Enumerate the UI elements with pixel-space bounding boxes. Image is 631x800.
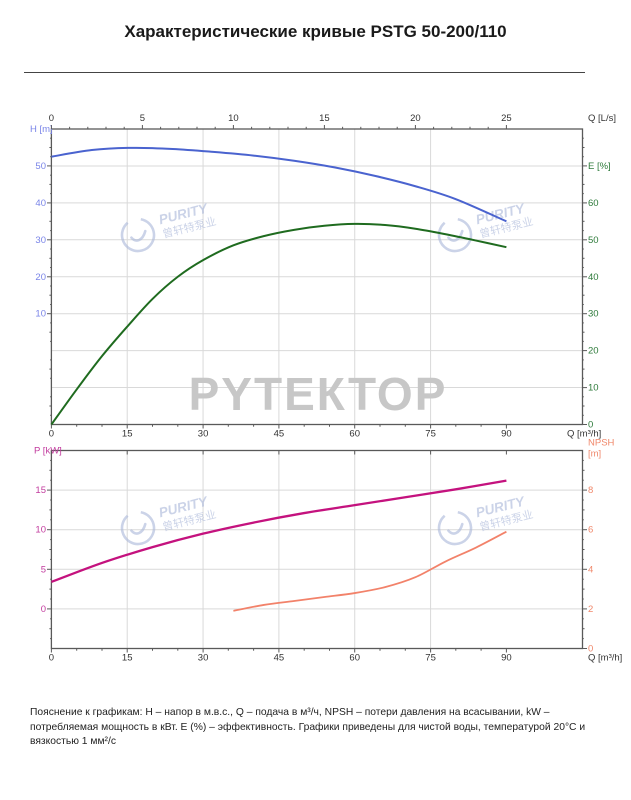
- svg-text:NPSH: NPSH: [588, 438, 615, 449]
- svg-text:20: 20: [410, 113, 421, 124]
- svg-text:0: 0: [49, 429, 54, 440]
- svg-text:8: 8: [588, 485, 593, 496]
- svg-text:2: 2: [588, 604, 593, 615]
- svg-text:45: 45: [274, 429, 285, 440]
- svg-text:Q [L/s]: Q [L/s]: [588, 113, 616, 124]
- svg-text:75: 75: [425, 429, 436, 440]
- svg-text:90: 90: [501, 429, 512, 440]
- svg-text:0: 0: [49, 113, 54, 124]
- svg-text:P [kW]: P [kW]: [34, 446, 62, 457]
- svg-text:E [%]: E [%]: [588, 161, 611, 172]
- svg-text:30: 30: [35, 235, 46, 246]
- svg-text:90: 90: [501, 653, 512, 664]
- svg-text:30: 30: [588, 309, 599, 320]
- svg-text:Q [m³/h]: Q [m³/h]: [588, 653, 622, 664]
- svg-text:20: 20: [35, 272, 46, 283]
- svg-text:0: 0: [41, 604, 46, 615]
- svg-text:10: 10: [588, 383, 599, 394]
- svg-text:0: 0: [49, 653, 54, 664]
- svg-text:50: 50: [35, 161, 46, 172]
- svg-text:15: 15: [122, 429, 133, 440]
- svg-text:20: 20: [588, 346, 599, 357]
- svg-text:5: 5: [140, 113, 145, 124]
- svg-text:25: 25: [501, 113, 512, 124]
- svg-text:60: 60: [349, 429, 360, 440]
- svg-text:15: 15: [319, 113, 330, 124]
- svg-text:50: 50: [588, 235, 599, 246]
- svg-text:РYТЕКТОР: РYТЕКТОР: [189, 368, 448, 420]
- svg-text:5: 5: [41, 564, 46, 575]
- svg-text:6: 6: [588, 525, 593, 536]
- svg-text:[m]: [m]: [588, 449, 601, 460]
- svg-text:45: 45: [274, 653, 285, 664]
- svg-text:30: 30: [198, 653, 209, 664]
- svg-text:15: 15: [122, 653, 133, 664]
- svg-text:30: 30: [198, 429, 209, 440]
- svg-text:40: 40: [35, 198, 46, 209]
- svg-text:10: 10: [35, 309, 46, 320]
- svg-text:4: 4: [588, 564, 593, 575]
- svg-text:15: 15: [35, 485, 46, 496]
- svg-text:75: 75: [425, 653, 436, 664]
- svg-text:60: 60: [588, 198, 599, 209]
- svg-text:40: 40: [588, 272, 599, 283]
- svg-text:60: 60: [349, 653, 360, 664]
- svg-text:10: 10: [228, 113, 239, 124]
- svg-text:10: 10: [35, 525, 46, 536]
- svg-text:H [m]: H [m]: [30, 124, 53, 135]
